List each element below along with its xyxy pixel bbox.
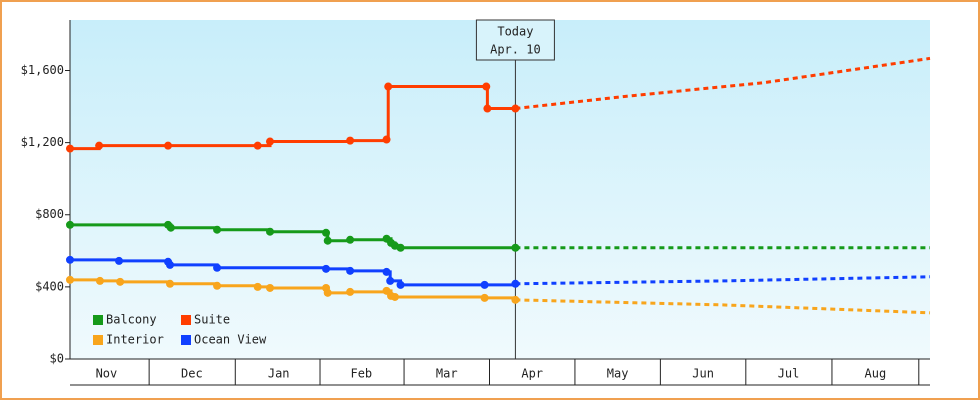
legend-label: Interior <box>106 333 164 347</box>
line-segment <box>70 278 102 282</box>
point <box>164 141 173 150</box>
point <box>323 288 332 297</box>
point <box>66 144 74 153</box>
point <box>166 223 175 232</box>
forecast-line <box>515 56 931 111</box>
point <box>66 275 74 284</box>
legend-label: Ocean View <box>194 333 267 347</box>
point <box>266 227 275 236</box>
point <box>482 82 491 91</box>
point <box>266 283 275 292</box>
x-tick-label: Nov <box>96 367 118 381</box>
legend-label: Balcony <box>106 313 157 327</box>
legend-swatch <box>93 315 103 325</box>
legend-label: Suite <box>194 313 230 327</box>
x-tick-label: Aug <box>865 367 887 381</box>
point <box>511 104 520 113</box>
line-segment <box>270 140 352 144</box>
x-tick-label: Mar <box>436 367 458 381</box>
line-segment <box>217 284 260 288</box>
forecast-line <box>515 275 931 286</box>
point <box>396 280 405 289</box>
legend-swatch <box>93 335 103 345</box>
line-segment <box>394 295 487 299</box>
point <box>382 267 391 276</box>
line-segment <box>270 230 328 234</box>
line-segment <box>350 139 389 143</box>
point <box>213 263 222 272</box>
line-segment <box>484 283 517 287</box>
x-tick-label: Jan <box>268 367 290 381</box>
point <box>396 243 405 252</box>
point <box>66 220 74 229</box>
forecast-line <box>515 298 931 315</box>
line-segment <box>350 269 389 273</box>
y-tick-label: $1,600 <box>21 63 64 77</box>
today-label: Apr. 10 <box>490 43 541 57</box>
point <box>322 228 331 237</box>
point <box>253 282 262 291</box>
point <box>116 277 125 286</box>
point <box>115 256 124 265</box>
x-tick-label: Dec <box>181 367 203 381</box>
point <box>213 225 222 234</box>
legend-swatch <box>181 335 191 345</box>
x-tick-label: Apr <box>521 367 543 381</box>
y-tick-label: $1,200 <box>21 135 64 149</box>
point <box>166 260 175 269</box>
point <box>322 264 331 273</box>
point <box>483 104 492 113</box>
line-segment <box>119 259 170 263</box>
point <box>511 295 520 304</box>
y-tick-label: $400 <box>35 279 64 293</box>
y-tick-label: $800 <box>35 207 64 221</box>
point <box>346 287 355 296</box>
line-segment <box>386 86 390 142</box>
line-segment <box>217 266 328 270</box>
point <box>511 243 520 252</box>
point <box>95 141 104 150</box>
point <box>346 235 355 244</box>
point <box>323 236 332 245</box>
point <box>213 281 222 290</box>
x-tick-label: Feb <box>350 367 372 381</box>
point <box>480 280 489 289</box>
point <box>346 266 355 275</box>
point <box>382 135 391 144</box>
point <box>346 136 355 145</box>
line-segment <box>70 258 121 262</box>
line-segment <box>350 290 389 294</box>
x-tick-label: May <box>607 367 629 381</box>
line-segment <box>350 238 389 242</box>
point <box>480 293 489 302</box>
x-tick-label: Jul <box>778 367 800 381</box>
x-tick-label: Jun <box>692 367 714 381</box>
point <box>95 276 104 285</box>
chart-layer: $0 $400 $800 $1,200 $1,600 Nov Dec Jan Feb Mar Apr… <box>21 19 931 385</box>
point <box>266 137 275 146</box>
point <box>386 276 395 285</box>
point <box>390 292 399 301</box>
point <box>384 82 393 91</box>
point <box>253 141 262 150</box>
y-tick-label: $0 <box>50 352 64 366</box>
point <box>66 255 74 264</box>
point <box>511 279 520 288</box>
today-box <box>475 19 555 61</box>
today-label: Today <box>497 25 533 39</box>
point <box>166 279 175 288</box>
legend-swatch <box>181 315 191 325</box>
plot-area <box>70 20 930 359</box>
